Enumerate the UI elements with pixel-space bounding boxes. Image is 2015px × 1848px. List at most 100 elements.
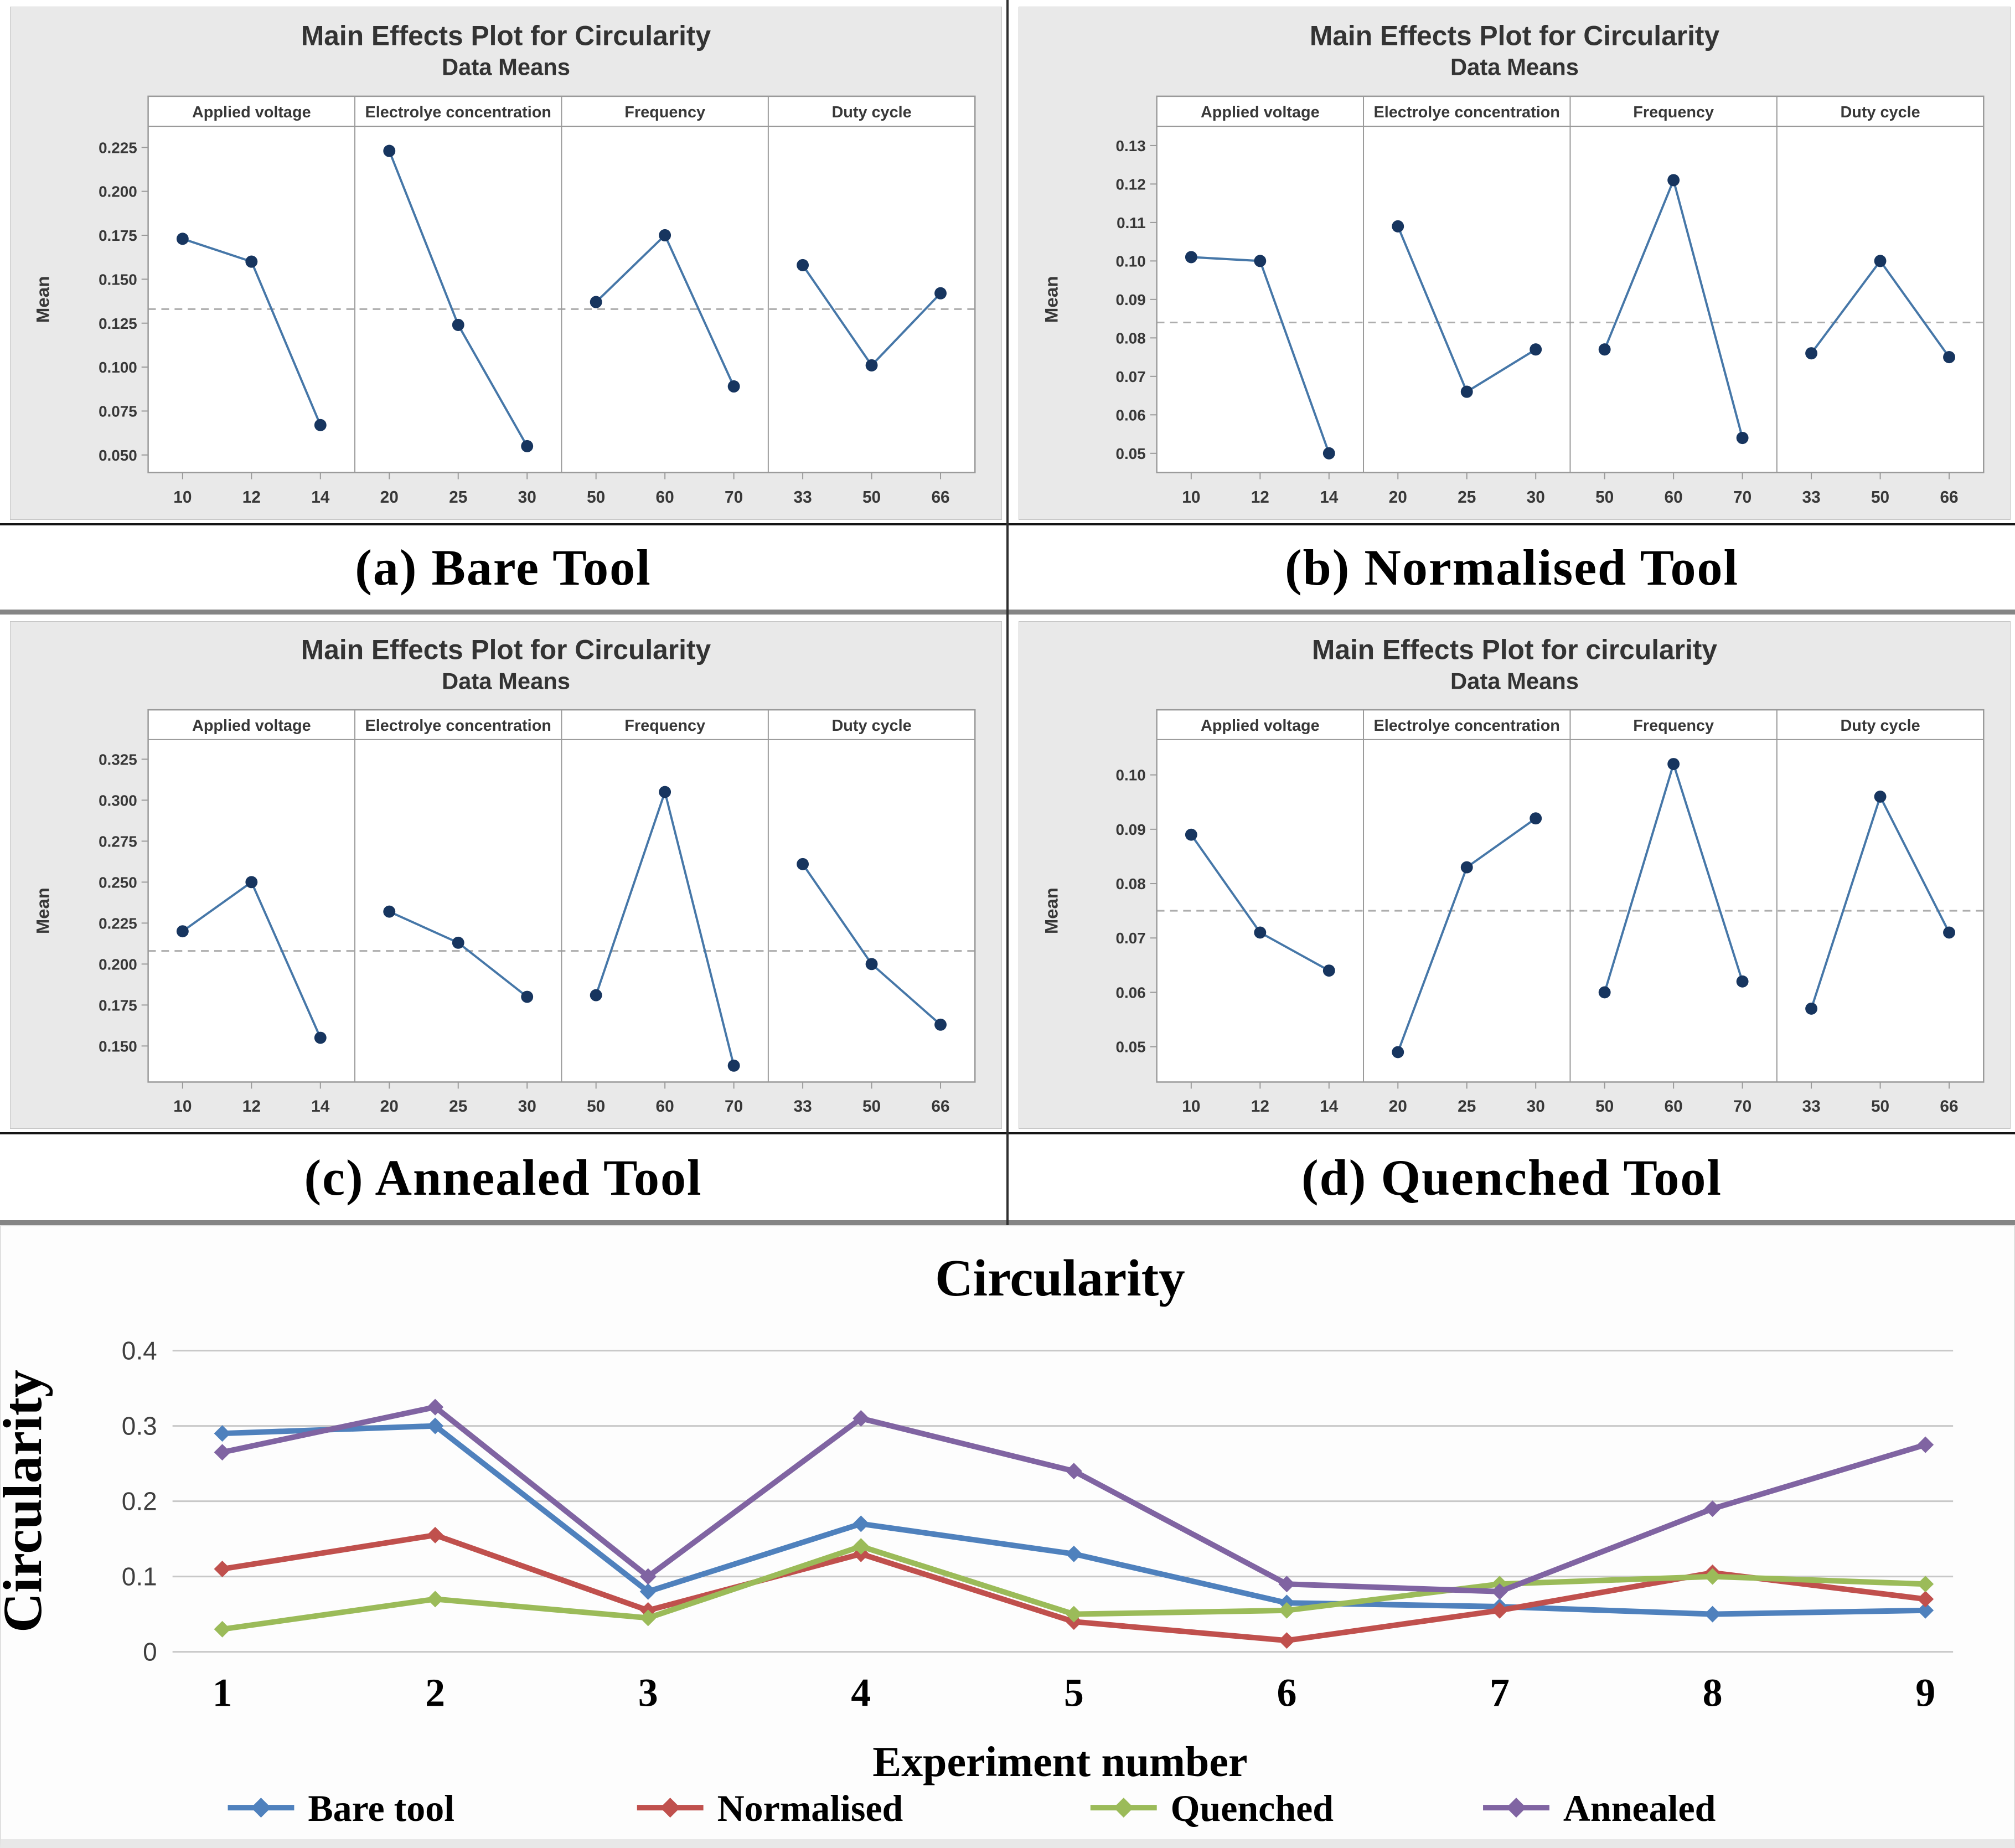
factor-label: Applied voltage: [192, 104, 311, 121]
y-tick-label: 0.05: [1116, 1039, 1146, 1056]
panel-a-container: Main Effects Plot for Circularity Data Me…: [0, 0, 1006, 523]
y-tick-label: 0.06: [1116, 406, 1146, 424]
y-tick-label: 0.12: [1116, 175, 1146, 193]
data-point: [659, 786, 671, 798]
x-tick-label: 12: [1251, 1097, 1269, 1116]
x-tick-label: 10: [173, 488, 192, 507]
y-axis-label: Mean: [33, 887, 53, 934]
y-tick-label: 0.2: [122, 1487, 157, 1516]
plot-frame: [1156, 95, 1985, 473]
x-tick-label: 30: [1527, 1097, 1545, 1116]
x-tick-label: 25: [449, 1097, 467, 1116]
data-point: [934, 287, 947, 300]
y-tick-label: 0: [143, 1638, 157, 1666]
data-point: [1322, 447, 1335, 460]
y-tick-label: 0.200: [99, 956, 137, 973]
y-tick-label: 0.07: [1116, 368, 1146, 385]
panel-c-chart: Main Effects Plot for Circularity Data Me…: [11, 622, 1001, 1128]
data-point: [383, 144, 396, 157]
y-tick-label: 0.07: [1116, 930, 1146, 947]
x-tick-label: 70: [725, 1097, 743, 1116]
x-tick-label: 70: [725, 488, 743, 507]
data-point: [1254, 255, 1267, 267]
chart-subtitle: Data Means: [1450, 54, 1579, 80]
data-point: [797, 858, 809, 870]
y-tick-label: 0.225: [99, 915, 137, 932]
data-point: [727, 380, 740, 393]
x-tick-label: 50: [1871, 488, 1889, 507]
x-tick-label: 30: [518, 1097, 536, 1116]
y-tick-label: 0.250: [99, 874, 137, 891]
data-point: [1254, 926, 1267, 939]
x-tick-label: 60: [1665, 1097, 1683, 1116]
x-tick-label: 33: [794, 488, 812, 507]
x-tick-label: 66: [1940, 488, 1958, 507]
y-tick-label: 0.10: [1116, 252, 1146, 270]
data-point: [1460, 385, 1473, 398]
caption-band-b: (b) Normalised Tool: [1009, 523, 2015, 615]
data-point: [176, 925, 189, 938]
x-tick-label: 7: [1490, 1670, 1510, 1715]
data-point: [1460, 861, 1473, 874]
chart-title: Main Effects Plot for Circularity: [301, 634, 711, 665]
x-axis-label: Experiment number: [872, 1738, 1247, 1785]
data-point: [1322, 964, 1335, 977]
legend-label: Quenched: [1171, 1787, 1334, 1829]
data-point: [1598, 343, 1611, 356]
x-tick-label: 14: [1320, 1097, 1339, 1116]
y-tick-label: 0.05: [1116, 445, 1146, 462]
factor-label: Duty cycle: [1840, 717, 1920, 735]
factor-label: Frequency: [624, 104, 705, 121]
x-tick-label: 50: [1595, 1097, 1614, 1116]
factor-label: Electrolye concentration: [1374, 717, 1560, 735]
x-tick-label: 2: [425, 1670, 445, 1715]
caption-band-a: (a) Bare Tool: [0, 523, 1006, 615]
x-tick-label: 12: [242, 1097, 261, 1116]
data-point: [1943, 926, 1955, 939]
factor-label: Applied voltage: [1201, 717, 1320, 735]
data-point: [314, 1031, 327, 1044]
factor-label: Duty cycle: [831, 717, 911, 735]
data-point: [1392, 1046, 1404, 1059]
factor-label: Electrolye concentration: [365, 104, 551, 121]
x-tick-label: 8: [1703, 1670, 1723, 1715]
data-point: [865, 958, 878, 971]
factor-label: Duty cycle: [831, 104, 911, 121]
data-point: [452, 318, 464, 331]
legend-label: Annealed: [1563, 1787, 1716, 1829]
x-tick-label: 30: [1527, 488, 1545, 507]
y-tick-label: 0.150: [99, 271, 137, 288]
vertical-divider: [1006, 0, 1009, 1225]
chart-title: Main Effects Plot for Circularity: [1310, 20, 1719, 51]
factor-label: Electrolye concentration: [365, 717, 551, 735]
factor-label: Frequency: [624, 717, 705, 735]
legend-marker: [251, 1798, 271, 1818]
x-tick-label: 50: [1871, 1097, 1889, 1116]
x-tick-label: 5: [1064, 1670, 1084, 1715]
factor-label: Applied voltage: [192, 717, 311, 735]
x-tick-label: 10: [173, 1097, 192, 1116]
x-tick-label: 66: [931, 1097, 949, 1116]
x-tick-label: 30: [518, 488, 536, 507]
x-tick-label: 25: [1458, 488, 1476, 507]
data-point: [314, 419, 327, 431]
caption-b: (b) Normalised Tool: [1284, 539, 1739, 596]
x-tick-label: 4: [851, 1670, 871, 1715]
caption-a: (a) Bare Tool: [355, 539, 652, 596]
legend-label: Bare tool: [308, 1787, 454, 1829]
data-point: [1392, 220, 1404, 233]
data-point: [1185, 251, 1197, 264]
y-tick-label: 0.200: [99, 183, 137, 200]
data-point: [1943, 351, 1955, 364]
y-tick-label: 0.09: [1116, 291, 1146, 308]
data-point: [865, 359, 878, 371]
y-axis-label: Circularity: [1, 1370, 53, 1633]
x-tick-label: 3: [638, 1670, 658, 1715]
caption-d: (d) Quenched Tool: [1301, 1149, 1722, 1206]
x-tick-label: 6: [1277, 1670, 1296, 1715]
data-point: [1065, 1545, 1082, 1562]
chart-subtitle: Data Means: [442, 668, 570, 694]
comparison-chart: Circularity 0 0.1 0.2 0.3 0.4 Circularity 1 2 3 4 5…: [1, 1226, 2014, 1839]
data-point: [1530, 812, 1542, 825]
